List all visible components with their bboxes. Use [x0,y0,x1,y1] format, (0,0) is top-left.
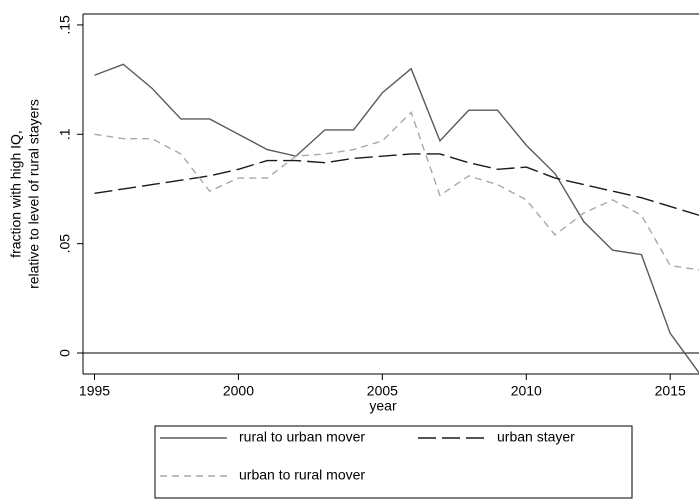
series-line [94,111,699,271]
y-tick-label: 0 [57,349,73,357]
x-tick-label: 2000 [223,383,254,399]
x-tick-label: 1995 [79,383,110,399]
x-tick-label: 2005 [367,383,398,399]
x-tick-label: 2015 [655,383,686,399]
legend-label: urban to rural mover [239,467,365,483]
y-axis-title: relative to level of rural stayers [26,99,42,289]
legend-label: urban stayer [497,429,575,445]
legend [154,425,633,499]
series-line [94,153,699,216]
x-axis-title: year [369,398,397,414]
legend-label: rural to urban mover [239,429,365,445]
y-tick-label: .15 [57,15,73,35]
y-tick-label: .05 [57,234,73,254]
y-axis-title: fraction with high IQ, [8,130,24,258]
y-tick-label: .1 [57,128,73,140]
x-tick-label: 2010 [511,383,542,399]
series-line [94,63,699,374]
